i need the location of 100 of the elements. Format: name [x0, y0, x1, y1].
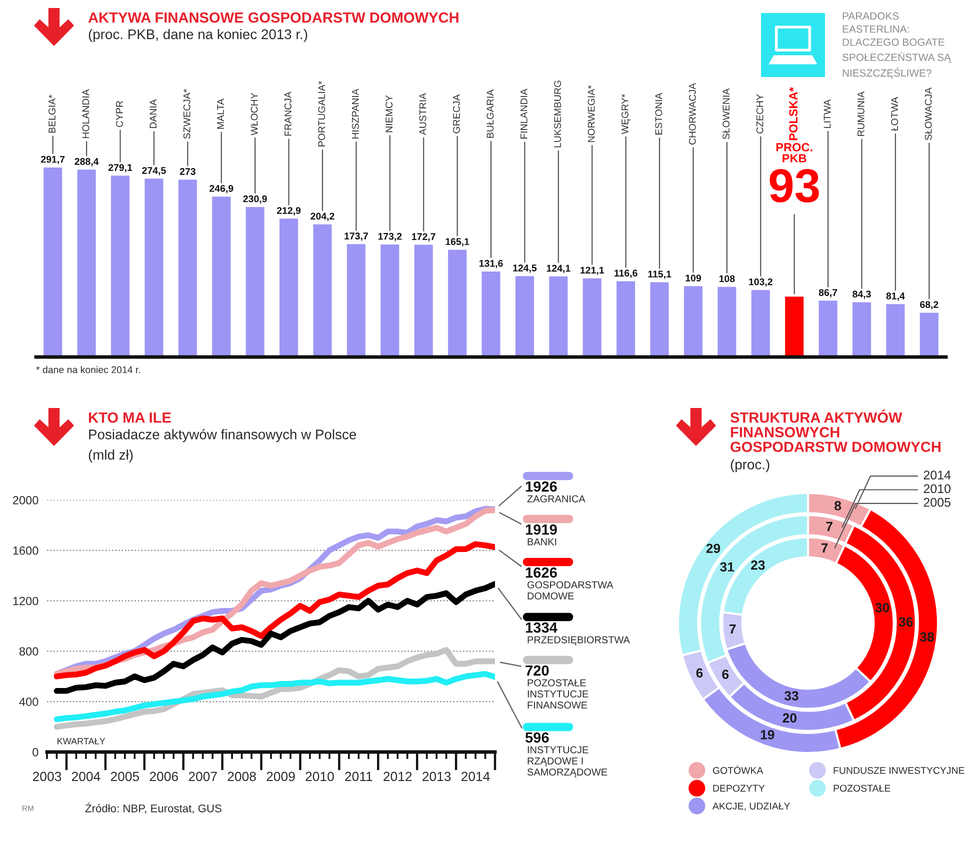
x-tick-label: NIEMCY — [386, 95, 392, 132]
text: POZOSTAŁE INSTYTUCJE FINANSOWE — [528, 679, 588, 709]
slice-label: 2005 — [924, 498, 950, 507]
bar — [280, 218, 298, 357]
data-label: 1919 — [526, 524, 557, 535]
data-label: 93 — [770, 168, 819, 202]
y-tick-label: 400 — [19, 698, 38, 706]
data-label: 1334 — [526, 622, 558, 633]
text: INSTYTUCJE RZĄDOWE I SAMORZĄDOWE — [527, 746, 608, 778]
x-tick-label: 2008 — [228, 772, 256, 782]
bar — [414, 244, 433, 357]
data-label: 30 — [875, 603, 890, 612]
text: BANKI — [528, 538, 556, 546]
data-label: 596 — [525, 732, 549, 743]
bar — [616, 281, 636, 357]
data-label: 288,4 — [74, 158, 99, 166]
x-tick-label: 2013 — [422, 772, 451, 782]
bar — [785, 296, 804, 357]
bar — [852, 302, 872, 357]
bar — [380, 244, 400, 357]
chart-subtitle: (proc. PKB, dane na koniec 2013 r.) — [88, 29, 308, 42]
x-tick-label: BUŁGARIA — [486, 89, 494, 138]
x-tick-label: MALTA — [217, 98, 224, 129]
text: GOSPODARSTWA DOMOWE — [528, 581, 614, 600]
x-tick-label: 2007 — [188, 772, 217, 782]
data-label: 212,9 — [276, 207, 301, 216]
bar — [515, 276, 534, 357]
x-tick-label: DANIA — [150, 99, 156, 128]
data-label: 279,1 — [108, 164, 132, 172]
x-tick-label: ESTONIA — [655, 92, 662, 134]
text: Źródło: NBP, Eurostat, GUS — [85, 802, 222, 814]
chart-subtitle: (proc.) — [730, 459, 770, 472]
data-label: 86,7 — [818, 289, 838, 298]
data-label: 124,1 — [546, 264, 570, 274]
bar — [751, 290, 770, 357]
data-label: 20 — [782, 713, 796, 723]
legend-label: POZOSTAŁE — [834, 784, 890, 792]
data-label: 8 — [834, 501, 842, 510]
bar — [313, 224, 332, 357]
y-tick-label: 1600 — [13, 546, 38, 555]
x-tick-label: 2009 — [266, 772, 295, 782]
x-tick-label: POLSKA* — [789, 87, 798, 140]
text: PRZEDSIĘBIORSTWA — [528, 636, 630, 646]
data-label: 7 — [730, 624, 736, 634]
chart-title: KTO MA ILE — [88, 412, 171, 423]
data-label: 274,5 — [142, 167, 166, 176]
bar — [448, 250, 467, 357]
bar — [582, 278, 602, 357]
data-label: 6 — [696, 668, 703, 678]
data-label: 108 — [719, 275, 735, 282]
legend-label: FUNDUSZE INWESTYCYJNE — [834, 767, 964, 774]
x-tick-label: 2004 — [72, 772, 100, 782]
data-label: 165,1 — [446, 238, 470, 246]
x-tick-label: CZECHY — [756, 94, 764, 134]
x-tick-label: AUSTRIA — [419, 92, 426, 136]
data-label: 6 — [722, 670, 729, 679]
x-tick-label: 2005 — [110, 772, 140, 782]
x-tick-label: 2011 — [345, 772, 372, 782]
chart-subtitle: Posiadacze aktywów finansowych w Polsce — [89, 429, 356, 442]
data-label: 204,2 — [310, 212, 334, 222]
y-axis-title: (mld zł) — [88, 450, 133, 462]
x-tick-label: WŁOCHY — [250, 92, 258, 136]
bar — [684, 286, 702, 357]
x-tick-label: 2012 — [384, 772, 412, 782]
data-label: 33 — [784, 691, 798, 700]
y-tick-label: 0 — [32, 748, 38, 756]
data-label: 36 — [898, 617, 913, 627]
slice-label: 2010 — [924, 484, 951, 494]
x-tick-label: 2006 — [150, 772, 178, 782]
x-tick-label: WĘGRY* — [622, 94, 630, 134]
x-tick-label: LUKSEMBURG — [554, 80, 562, 148]
y-tick-label: 1200 — [13, 596, 38, 606]
y-tick-label: 2000 — [13, 496, 38, 504]
data-label: 103,2 — [749, 278, 772, 287]
data-label: 23 — [751, 560, 765, 570]
x-tick-label: LITWA — [824, 99, 831, 128]
bar — [920, 312, 938, 357]
data-label: 291,7 — [41, 156, 65, 164]
data-label: 720 — [526, 665, 549, 676]
bar — [886, 304, 905, 357]
x-tick-label: ŁOTWA — [891, 96, 898, 132]
data-label: 230,9 — [243, 195, 267, 204]
data-label: 115,1 — [648, 270, 672, 279]
bar — [718, 286, 736, 357]
bar — [44, 167, 62, 357]
x-tick-label: FINLANDIA — [520, 88, 528, 139]
data-label: 172,7 — [412, 233, 436, 242]
data-label: 124,5 — [513, 264, 537, 273]
data-label: 38 — [920, 632, 934, 642]
data-label: 81,4 — [886, 292, 905, 301]
x-tick-label: NORWEGIA* — [588, 85, 595, 142]
data-label: 84,3 — [852, 290, 871, 299]
data-label: 29 — [706, 544, 720, 554]
bar — [650, 282, 669, 357]
x-tick-label: CHORWACJA — [688, 82, 696, 145]
x-tick-label: CYPR — [116, 100, 123, 128]
x-tick-label: GRECJA — [453, 94, 460, 134]
text: PROC. PKB — [776, 143, 812, 162]
data-label: 173,7 — [344, 232, 368, 241]
x-tick-label: SŁOWENIA — [722, 88, 730, 140]
